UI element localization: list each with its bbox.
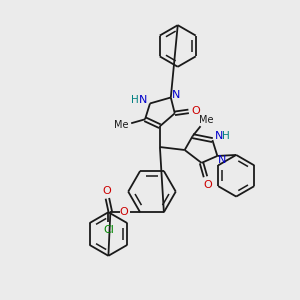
Text: H: H — [131, 95, 139, 106]
Text: N: N — [215, 131, 224, 141]
Text: Me: Me — [114, 120, 128, 130]
Text: O: O — [102, 186, 111, 197]
Text: N: N — [139, 95, 147, 106]
Text: O: O — [191, 106, 200, 116]
Text: O: O — [120, 207, 129, 217]
Text: O: O — [203, 180, 212, 190]
Text: N: N — [172, 89, 180, 100]
Text: Cl: Cl — [103, 225, 114, 235]
Text: H: H — [222, 131, 230, 141]
Text: Me: Me — [199, 115, 214, 125]
Text: N: N — [218, 155, 226, 165]
